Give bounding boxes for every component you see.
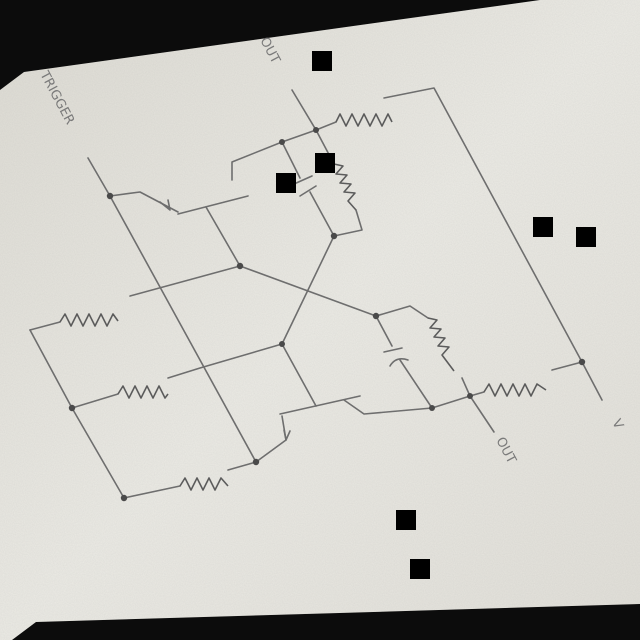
resistor-top-cap-parallel xyxy=(333,163,357,211)
capacitors xyxy=(293,175,409,367)
transistor-bottom-arrow xyxy=(283,429,291,441)
resistor-bottom-cap-parallel xyxy=(427,317,455,372)
resistor-left-upper xyxy=(59,313,119,327)
resistors xyxy=(59,113,547,491)
resistor-bottom-left xyxy=(179,477,229,491)
resistor-left-middle xyxy=(117,385,169,399)
capacitor-top xyxy=(293,175,317,197)
resistor-top xyxy=(335,113,393,127)
transistor-top-arrow xyxy=(159,199,171,211)
redaction-marks xyxy=(276,51,596,579)
resistor-bottom-right xyxy=(483,383,547,397)
junction-dots xyxy=(68,127,586,502)
capacitor-bottom xyxy=(383,347,409,367)
transistor-arrows xyxy=(159,199,291,441)
